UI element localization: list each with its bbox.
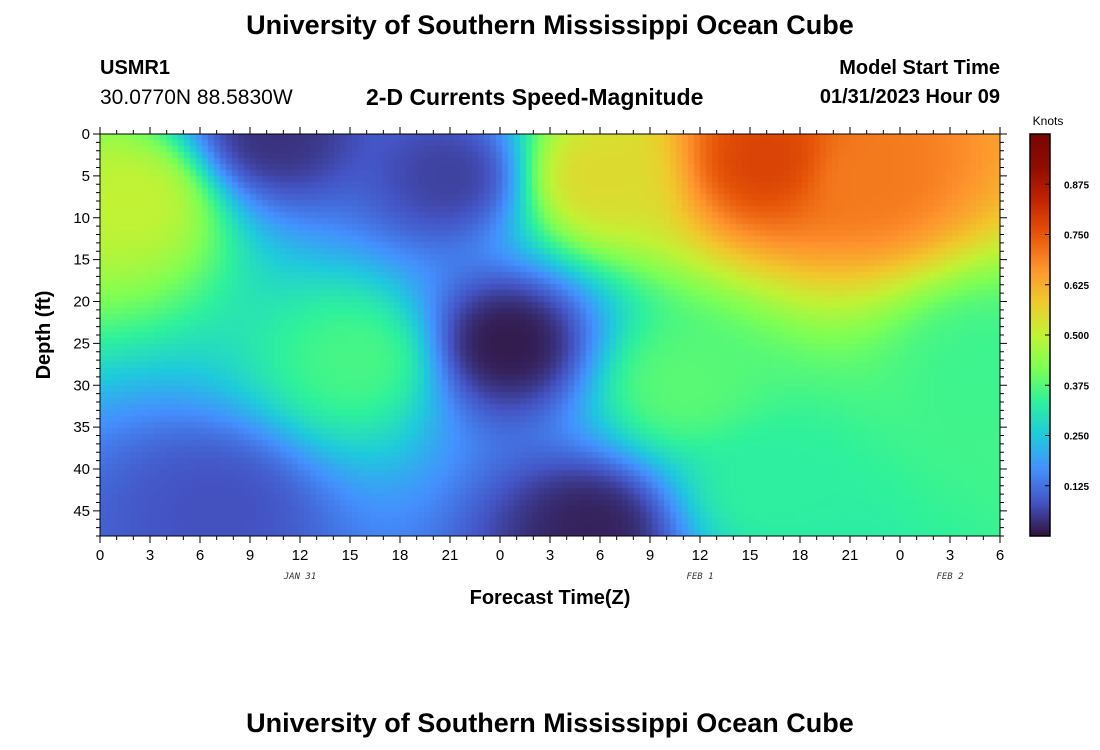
y-tick-label: 0 (82, 126, 90, 143)
colorbar-tick-label: 0.500 (1064, 331, 1089, 342)
x-tick-label: 6 (196, 547, 204, 564)
x-tick-label: 15 (342, 547, 359, 564)
x-tick-label: 18 (392, 547, 409, 564)
model-start-label: Model Start Time (839, 57, 1000, 79)
y-axis-title: Depth (ft) (33, 291, 55, 380)
x-tick-label: 0 (96, 547, 104, 564)
y-tick-label: 35 (73, 419, 90, 436)
x-tick-label: 9 (646, 547, 654, 564)
x-tick-label: 3 (946, 547, 954, 564)
colorbar-unit: Knots (1033, 114, 1064, 128)
x-tick-label: 6 (996, 547, 1004, 564)
x-tick-label: 12 (292, 547, 309, 564)
y-tick-label: 40 (73, 461, 90, 478)
colorbar-tick-label: 0.625 (1064, 281, 1089, 292)
y-tick-label: 5 (82, 168, 90, 185)
colorbar-tick-label: 0.250 (1064, 432, 1089, 443)
station-id: USMR1 (100, 57, 171, 79)
x-tick-label: 15 (742, 547, 759, 564)
y-tick-label: 15 (73, 252, 90, 269)
plot-frame (99, 133, 1001, 537)
colorbar-tick-label: 0.750 (1064, 231, 1089, 242)
x-tick-label: 12 (692, 547, 709, 564)
x-tick-label: 6 (596, 547, 604, 564)
y-tick-label: 10 (73, 210, 90, 227)
colorbar-tick-label: 0.375 (1064, 381, 1089, 392)
date-label: JAN 31 (283, 572, 317, 582)
x-tick-label: 0 (496, 547, 504, 564)
y-tick-label: 30 (73, 377, 90, 394)
footer-title: University of Southern Mississippi Ocean… (246, 708, 854, 738)
y-tick-label: 45 (73, 503, 90, 520)
chart-subtitle: 2-D Currents Speed-Magnitude (366, 84, 704, 110)
colorbar-tick-label: 0.125 (1064, 482, 1089, 493)
x-tick-label: 21 (442, 547, 459, 564)
y-tick-label: 20 (73, 294, 90, 311)
model-start-value: 01/31/2023 Hour 09 (819, 86, 1000, 108)
x-axis-title: Forecast Time(Z) (470, 587, 631, 609)
date-label: FEB 1 (686, 572, 713, 582)
colorbar-tick-label: 0.875 (1064, 180, 1089, 191)
x-tick-label: 18 (792, 547, 809, 564)
x-tick-label: 21 (842, 547, 859, 564)
x-tick-label: 9 (246, 547, 254, 564)
station-coordinates: 30.0770N 88.5830W (100, 86, 293, 109)
x-tick-label: 3 (546, 547, 554, 564)
speed-heatmap (100, 134, 1000, 536)
chart-title: University of Southern Mississippi Ocean… (246, 10, 854, 40)
date-label: FEB 2 (936, 572, 963, 582)
y-tick-label: 25 (73, 335, 90, 352)
x-tick-label: 0 (896, 547, 904, 564)
x-tick-label: 3 (146, 547, 154, 564)
